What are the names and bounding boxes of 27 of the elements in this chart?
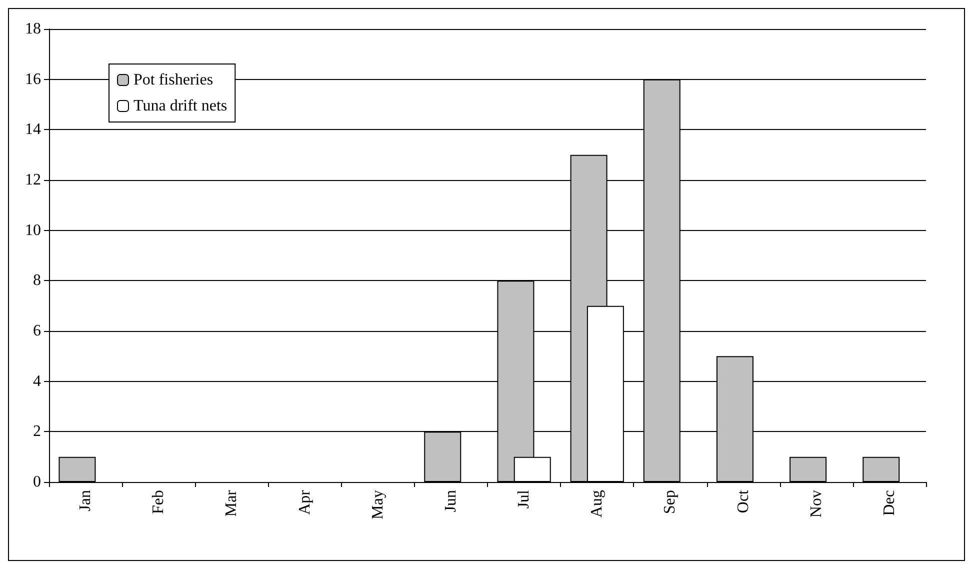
bar — [862, 456, 900, 482]
x-tick-label: Jan — [77, 490, 94, 512]
y-tick-label: 12 — [25, 172, 41, 188]
x-tick-label: Nov — [808, 490, 825, 518]
x-tick-label: Feb — [150, 490, 168, 514]
legend-label: Pot fisheries — [134, 72, 214, 88]
y-tick-label: 6 — [33, 322, 41, 340]
bar — [58, 456, 96, 482]
y-tick-label: 0 — [33, 474, 41, 490]
y-tick-label: 2 — [33, 423, 41, 440]
y-tick-label: 16 — [25, 70, 41, 88]
y-tick-label: 14 — [25, 121, 41, 138]
y-tick-label: 8 — [33, 272, 41, 290]
x-tick-label: Oct — [734, 489, 752, 514]
x-tick-label: Jul — [516, 489, 533, 509]
x-tick-label: Mar — [223, 489, 240, 517]
x-tick-label: May — [369, 490, 386, 520]
x-tick-label: Jun — [442, 490, 460, 512]
y-tick-label: 18 — [25, 20, 41, 38]
x-tick-label: Aug — [588, 490, 606, 518]
legend-label: Tuna drift nets — [134, 98, 228, 114]
x-tick-label: Apr — [296, 489, 314, 515]
y-tick-label: 10 — [25, 222, 41, 239]
x-tick-label: Sep — [662, 490, 679, 514]
y-tick-label: 4 — [33, 372, 41, 390]
x-tick-label: Dec — [880, 490, 898, 516]
bar — [790, 456, 827, 482]
